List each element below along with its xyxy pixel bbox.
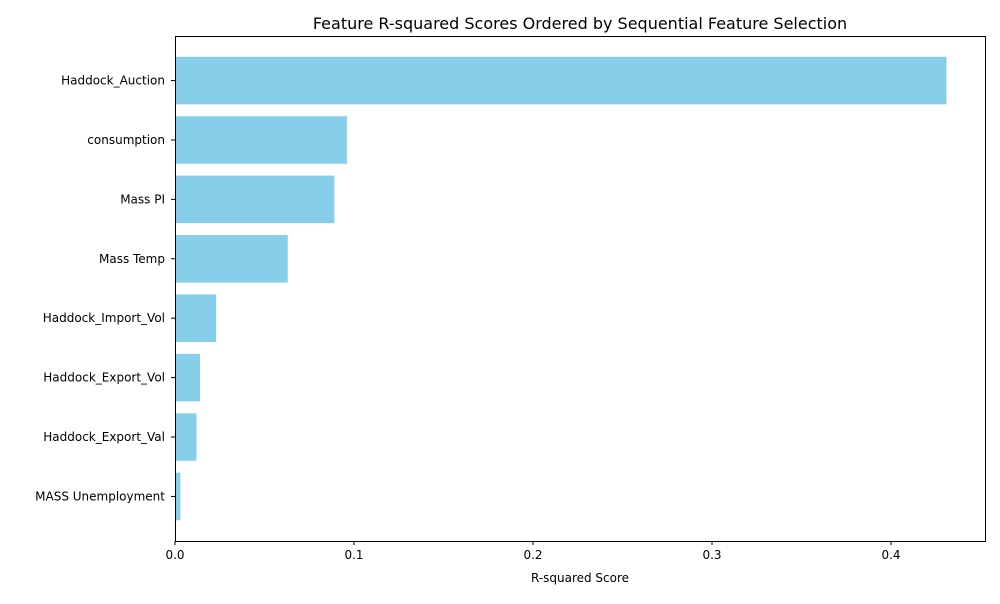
bar-haddock-export-val — [175, 413, 197, 461]
bar-mass-pi — [175, 175, 335, 224]
y-tick-label: Haddock_Auction — [61, 74, 165, 88]
x-tick-label: 0.2 — [523, 548, 542, 562]
bars-layer — [175, 56, 947, 521]
y-tick-label: consumption — [87, 133, 165, 147]
y-tick-label: Mass Temp — [99, 252, 165, 266]
bar-mass-unemployment — [175, 472, 181, 521]
chart-title: Feature R-squared Scores Ordered by Sequ… — [313, 14, 847, 33]
x-tick-label: 0.3 — [702, 548, 721, 562]
bar-haddock-auction — [175, 56, 947, 105]
bar-haddock-export-vol — [175, 353, 201, 402]
bar-consumption — [175, 116, 347, 164]
y-axis-ticks: Haddock_Auction consumption Mass PI Mass Te… — [35, 74, 175, 503]
bar-mass-temp — [175, 235, 288, 283]
y-tick-label: MASS Unemployment — [35, 489, 165, 503]
x-tick-label: 0.4 — [881, 548, 900, 562]
y-tick-label: Mass PI — [120, 192, 165, 206]
x-axis-label: R-squared Score — [531, 571, 629, 585]
plot-frame — [175, 36, 986, 542]
axes-layer — [175, 36, 986, 542]
x-tick-label: 0.0 — [165, 548, 184, 562]
x-tick-label: 0.1 — [344, 548, 363, 562]
x-axis-ticks: 0.0 0.1 0.2 0.3 0.4 — [165, 541, 901, 562]
y-tick-label: Haddock_Export_Val — [43, 430, 165, 444]
bar-haddock-import-vol — [175, 294, 217, 342]
y-tick-label: Haddock_Import_Vol — [43, 311, 165, 325]
y-tick-label: Haddock_Export_Vol — [43, 371, 165, 385]
